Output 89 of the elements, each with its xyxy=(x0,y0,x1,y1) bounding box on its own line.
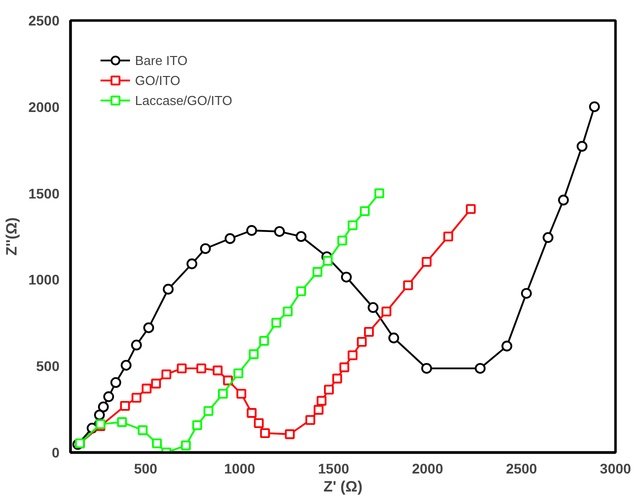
point xyxy=(248,349,259,360)
point xyxy=(98,401,109,412)
point xyxy=(271,318,282,328)
y-tick-label: 2500 xyxy=(28,12,60,28)
point xyxy=(176,363,187,374)
point xyxy=(284,429,295,440)
point xyxy=(180,440,191,450)
point xyxy=(233,368,244,378)
point xyxy=(218,388,228,399)
point xyxy=(348,220,358,230)
point xyxy=(466,204,476,214)
point xyxy=(143,322,154,334)
point xyxy=(374,188,384,198)
point xyxy=(186,258,198,270)
point xyxy=(474,362,486,374)
point xyxy=(348,350,358,360)
point xyxy=(236,388,246,399)
point xyxy=(422,257,432,267)
point xyxy=(576,140,588,152)
x-tick-label: 2500 xyxy=(506,460,538,476)
point xyxy=(196,363,206,374)
point xyxy=(403,280,413,290)
point xyxy=(132,392,142,403)
y-tick-label: 2000 xyxy=(28,98,60,115)
y-tick-label: 500 xyxy=(36,358,60,374)
point xyxy=(322,256,333,266)
point xyxy=(117,417,127,427)
point xyxy=(274,226,285,237)
point xyxy=(142,384,152,394)
point xyxy=(312,267,322,277)
point xyxy=(340,272,352,282)
y-tick-label: 1500 xyxy=(28,185,60,202)
point xyxy=(212,366,223,376)
point xyxy=(421,362,432,374)
x-tick-label: 3000 xyxy=(600,460,632,476)
legend-label: Bare ITO xyxy=(135,52,188,68)
point xyxy=(138,425,148,436)
y-tick-label: 1000 xyxy=(28,272,60,288)
point xyxy=(360,206,370,216)
point xyxy=(254,418,264,428)
point xyxy=(192,420,202,430)
point xyxy=(162,284,174,295)
point xyxy=(388,332,400,344)
point xyxy=(324,384,334,394)
point xyxy=(131,340,142,350)
point xyxy=(521,288,532,299)
point xyxy=(204,406,214,416)
point xyxy=(151,378,161,388)
point xyxy=(161,369,172,380)
y-axis-title: Z''(Ω) xyxy=(3,217,20,256)
point xyxy=(332,374,342,384)
point xyxy=(356,337,367,347)
point xyxy=(246,225,258,236)
point xyxy=(120,400,130,411)
point xyxy=(339,362,350,372)
point xyxy=(260,428,270,438)
x-axis-title: Z' (Ω) xyxy=(324,478,362,496)
point xyxy=(589,101,600,112)
point xyxy=(120,360,132,371)
point xyxy=(94,410,105,420)
point xyxy=(259,336,269,346)
point xyxy=(501,340,512,352)
point xyxy=(152,438,162,448)
x-tick-label: 2000 xyxy=(412,460,444,476)
point xyxy=(542,232,554,243)
point xyxy=(200,243,211,254)
legend-label: GO/ITO xyxy=(135,72,180,88)
point xyxy=(224,233,236,244)
point xyxy=(223,376,233,386)
point xyxy=(337,236,348,246)
point xyxy=(282,306,293,316)
x-tick-label: 1000 xyxy=(224,460,256,476)
point xyxy=(246,408,257,418)
y-tick-label: 0 xyxy=(52,444,60,460)
point xyxy=(364,326,374,337)
x-tick-label: 1500 xyxy=(318,460,350,476)
x-tick-label: 500 xyxy=(134,460,158,476)
point xyxy=(296,231,306,242)
point xyxy=(103,391,114,402)
point xyxy=(443,232,454,242)
point xyxy=(110,377,122,388)
legend-label: Laccase/GO/ITO xyxy=(135,92,232,108)
point xyxy=(296,286,306,296)
point xyxy=(382,306,392,316)
point xyxy=(314,404,324,415)
point xyxy=(558,194,569,206)
point xyxy=(316,396,326,406)
point xyxy=(305,415,316,425)
point xyxy=(368,302,378,313)
